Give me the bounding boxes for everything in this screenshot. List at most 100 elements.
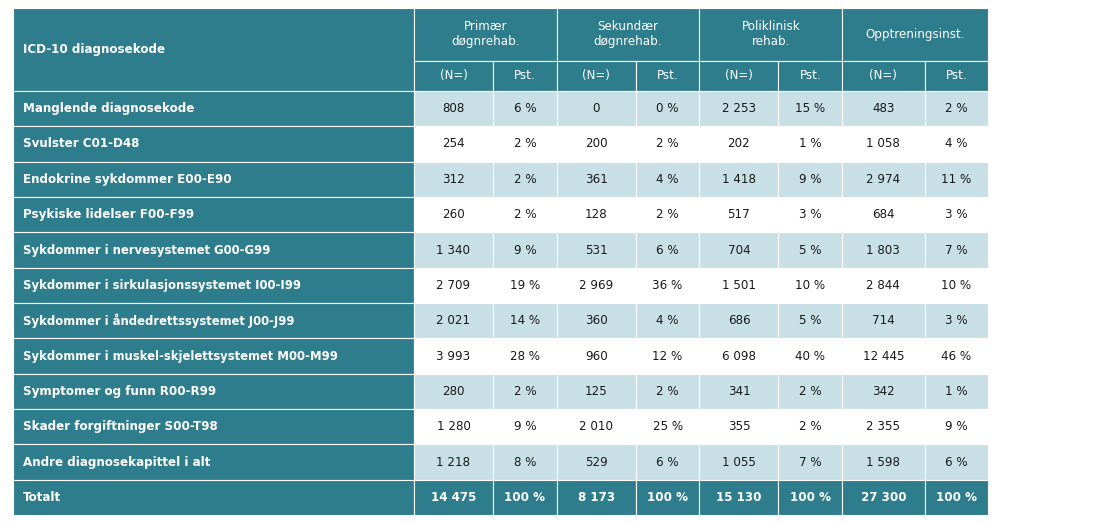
Text: 2 %: 2 % xyxy=(514,385,536,398)
Bar xyxy=(414,162,493,197)
Bar xyxy=(493,232,557,268)
Text: 7 %: 7 % xyxy=(799,456,821,469)
Bar xyxy=(636,61,699,91)
Text: 355: 355 xyxy=(728,420,750,433)
Bar xyxy=(493,409,557,445)
Text: 9 %: 9 % xyxy=(514,244,536,256)
Bar xyxy=(842,91,925,126)
Text: Poliklinisk
rehab.: Poliklinisk rehab. xyxy=(741,20,800,48)
Text: 2 %: 2 % xyxy=(799,420,821,433)
Text: (N=): (N=) xyxy=(870,70,897,83)
Text: 10 %: 10 % xyxy=(941,279,972,292)
Text: 360: 360 xyxy=(585,314,607,327)
Bar xyxy=(778,445,842,480)
Bar xyxy=(13,409,414,445)
Bar xyxy=(414,232,493,268)
Bar xyxy=(13,162,414,197)
Bar xyxy=(414,338,493,374)
Text: 100 %: 100 % xyxy=(504,491,546,504)
Text: 25 %: 25 % xyxy=(652,420,683,433)
Text: Manglende diagnosekode: Manglende diagnosekode xyxy=(23,102,194,115)
Text: Andre diagnosekapittel i alt: Andre diagnosekapittel i alt xyxy=(23,456,211,469)
Text: 0: 0 xyxy=(593,102,600,115)
Bar xyxy=(925,445,988,480)
Bar xyxy=(13,126,414,162)
Bar xyxy=(493,480,557,515)
Bar xyxy=(699,480,778,515)
Bar xyxy=(636,480,699,515)
Text: 2 010: 2 010 xyxy=(580,420,613,433)
Text: 2 %: 2 % xyxy=(945,102,967,115)
Text: 483: 483 xyxy=(872,102,895,115)
Bar xyxy=(778,409,842,445)
Text: Opptreningsinst.: Opptreningsinst. xyxy=(865,28,965,41)
Bar xyxy=(557,374,636,409)
Bar xyxy=(414,197,493,232)
Bar xyxy=(557,409,636,445)
Bar xyxy=(414,409,493,445)
Text: 6 %: 6 % xyxy=(514,102,536,115)
Bar xyxy=(699,91,778,126)
Text: 1 058: 1 058 xyxy=(866,138,900,151)
Text: 6 %: 6 % xyxy=(945,456,967,469)
Text: 280: 280 xyxy=(442,385,464,398)
Text: 15 130: 15 130 xyxy=(716,491,762,504)
Bar xyxy=(699,338,778,374)
Text: 312: 312 xyxy=(442,173,464,186)
Text: Pst.: Pst. xyxy=(945,70,967,83)
Text: 517: 517 xyxy=(728,208,750,221)
Bar xyxy=(557,8,699,61)
Text: 8 %: 8 % xyxy=(514,456,536,469)
Text: Pst.: Pst. xyxy=(657,70,679,83)
Text: 15 %: 15 % xyxy=(795,102,826,115)
Text: 5 %: 5 % xyxy=(799,244,821,256)
Bar xyxy=(414,268,493,303)
Bar xyxy=(493,197,557,232)
Bar xyxy=(925,61,988,91)
Bar xyxy=(925,409,988,445)
Text: 2 %: 2 % xyxy=(657,208,679,221)
Bar xyxy=(778,126,842,162)
Text: 260: 260 xyxy=(442,208,464,221)
Bar xyxy=(925,232,988,268)
Text: 19 %: 19 % xyxy=(509,279,540,292)
Bar xyxy=(699,232,778,268)
Text: 960: 960 xyxy=(585,349,607,362)
Bar xyxy=(493,445,557,480)
Bar xyxy=(493,303,557,338)
Text: Sekundær
døgnrehab.: Sekundær døgnrehab. xyxy=(594,20,662,48)
Text: 200: 200 xyxy=(585,138,607,151)
Bar xyxy=(842,338,925,374)
Bar xyxy=(557,480,636,515)
Bar xyxy=(778,197,842,232)
Bar xyxy=(842,409,925,445)
Text: 0 %: 0 % xyxy=(657,102,679,115)
Text: 4 %: 4 % xyxy=(945,138,967,151)
Bar xyxy=(778,162,842,197)
Bar xyxy=(636,303,699,338)
Bar xyxy=(699,268,778,303)
Bar xyxy=(699,126,778,162)
Bar xyxy=(699,162,778,197)
Text: 254: 254 xyxy=(442,138,464,151)
Bar xyxy=(414,8,557,61)
Text: 6 %: 6 % xyxy=(657,456,679,469)
Bar xyxy=(925,374,988,409)
Bar xyxy=(557,232,636,268)
Text: 10 %: 10 % xyxy=(795,279,826,292)
Text: 12 %: 12 % xyxy=(652,349,683,362)
Bar xyxy=(778,338,842,374)
Text: 9 %: 9 % xyxy=(799,173,821,186)
Bar xyxy=(13,338,414,374)
Text: 14 %: 14 % xyxy=(509,314,540,327)
Text: 1 055: 1 055 xyxy=(722,456,755,469)
Text: 1 340: 1 340 xyxy=(437,244,470,256)
Text: 2 709: 2 709 xyxy=(436,279,471,292)
Text: Primær
døgnrehab.: Primær døgnrehab. xyxy=(451,20,519,48)
Bar xyxy=(557,197,636,232)
Text: 1 218: 1 218 xyxy=(437,456,470,469)
Bar xyxy=(414,61,493,91)
Bar xyxy=(557,162,636,197)
Bar xyxy=(557,338,636,374)
Text: Sykdommer i nervesystemet G00-G99: Sykdommer i nervesystemet G00-G99 xyxy=(23,244,270,256)
